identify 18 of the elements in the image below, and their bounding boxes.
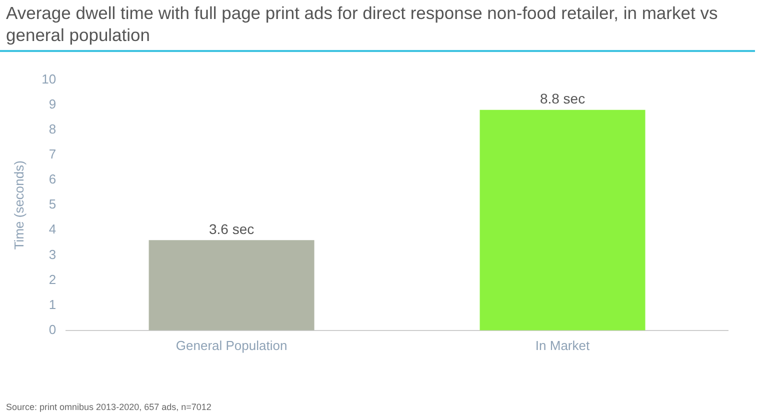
y-tick-label: 1 <box>48 296 56 312</box>
y-tick-label: 2 <box>48 272 56 287</box>
y-tick-label: 3 <box>48 246 56 262</box>
y-tick-label: 9 <box>48 96 56 112</box>
source-note: Source: print omnibus 2013-2020, 657 ads, n=7012 <box>6 402 212 412</box>
chart-title: Average dwell time with full page print ads for direct response non-food retailer, in market vs general population <box>6 2 719 46</box>
y-tick-label: 4 <box>48 222 56 237</box>
y-tick-label: 5 <box>48 196 56 212</box>
y-tick-label: 8 <box>48 122 56 136</box>
data-label: 3.6 sec <box>208 221 254 238</box>
y-tick-label: 10 <box>42 71 56 86</box>
y-axis-title: Time (seconds) <box>11 160 26 250</box>
x-tick-label: General Population <box>176 338 288 353</box>
y-tick-label: 0 <box>48 322 56 337</box>
x-tick-label: In Market <box>535 338 590 353</box>
data-label: 8.8 sec <box>540 90 586 107</box>
y-tick-label: 7 <box>48 146 56 162</box>
y-tick-label: 6 <box>48 172 56 187</box>
